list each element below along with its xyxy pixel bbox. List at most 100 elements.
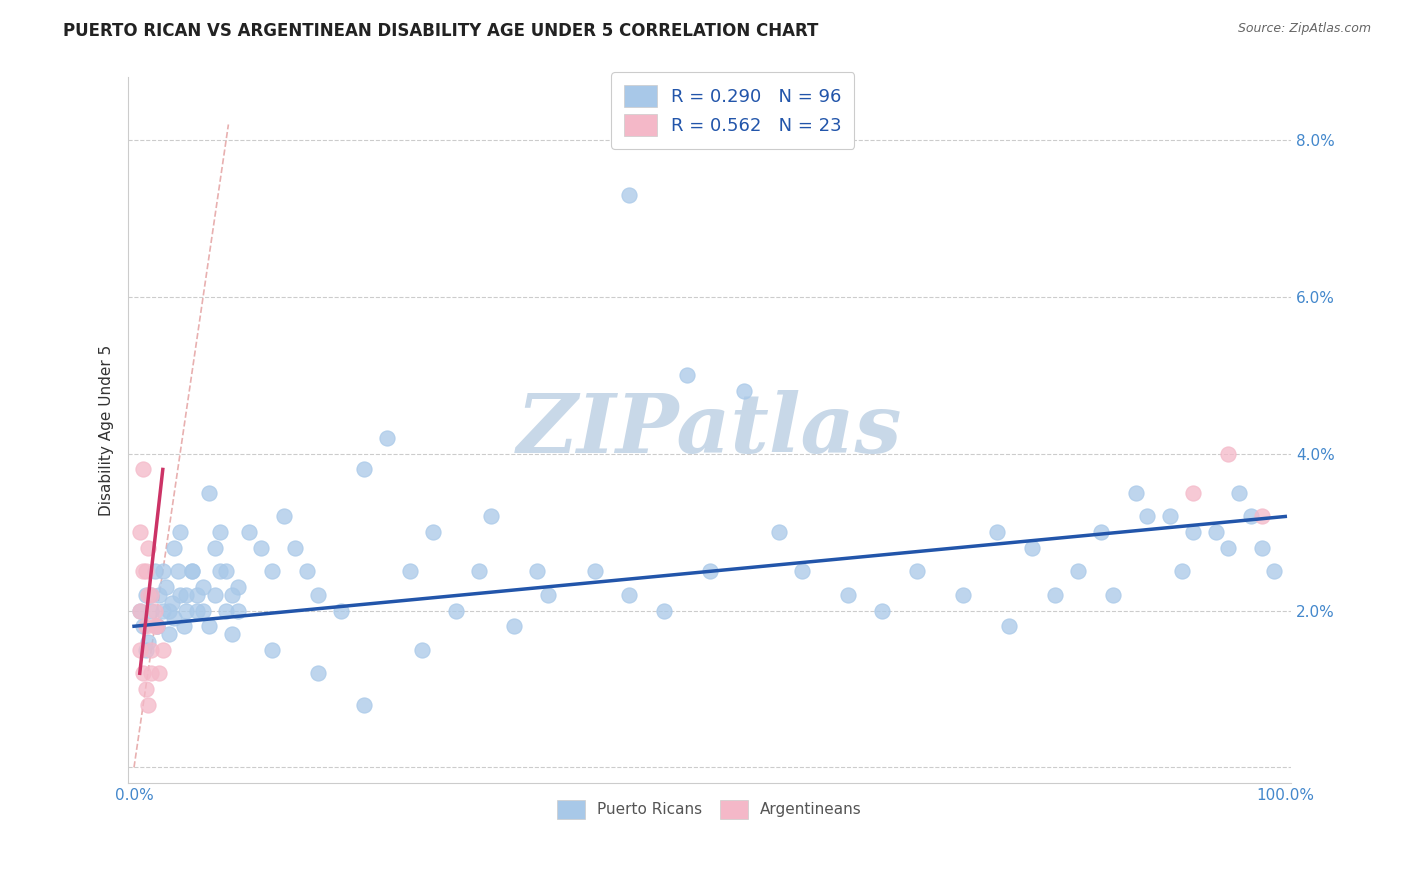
Point <box>128 603 150 617</box>
Point <box>157 627 180 641</box>
Point <box>155 580 177 594</box>
Point <box>166 565 188 579</box>
Point <box>128 642 150 657</box>
Point <box>1067 565 1090 579</box>
Point <box>141 603 163 617</box>
Point <box>143 603 166 617</box>
Point <box>837 588 859 602</box>
Point <box>152 603 174 617</box>
Point <box>446 603 468 617</box>
Point <box>537 588 560 602</box>
Point <box>675 368 697 383</box>
Point <box>134 681 156 696</box>
Point <box>1240 509 1263 524</box>
Point <box>952 588 974 602</box>
Point <box>468 565 491 579</box>
Point <box>226 603 249 617</box>
Point <box>132 462 155 476</box>
Point <box>146 619 169 633</box>
Point <box>134 565 156 579</box>
Point <box>262 565 284 579</box>
Point <box>136 635 159 649</box>
Point <box>186 588 208 602</box>
Point <box>204 588 226 602</box>
Point <box>503 619 526 633</box>
Point <box>307 666 329 681</box>
Point <box>330 603 353 617</box>
Point <box>132 666 155 681</box>
Point <box>169 525 191 540</box>
Point <box>262 642 284 657</box>
Point <box>148 666 170 681</box>
Point <box>1216 541 1239 555</box>
Point <box>174 603 197 617</box>
Point <box>180 565 202 579</box>
Point <box>1159 509 1181 524</box>
Point <box>191 580 214 594</box>
Point <box>174 588 197 602</box>
Point <box>198 619 221 633</box>
Point <box>198 486 221 500</box>
Point <box>146 619 169 633</box>
Point <box>411 642 433 657</box>
Text: PUERTO RICAN VS ARGENTINEAN DISABILITY AGE UNDER 5 CORRELATION CHART: PUERTO RICAN VS ARGENTINEAN DISABILITY A… <box>63 22 818 40</box>
Point <box>273 509 295 524</box>
Point <box>209 565 232 579</box>
Point <box>209 525 232 540</box>
Point <box>295 565 318 579</box>
Point <box>249 541 271 555</box>
Point <box>143 619 166 633</box>
Point <box>128 603 150 617</box>
Point <box>998 619 1021 633</box>
Point <box>353 698 375 712</box>
Point <box>1251 541 1274 555</box>
Y-axis label: Disability Age Under 5: Disability Age Under 5 <box>100 344 114 516</box>
Point <box>157 603 180 617</box>
Point <box>128 525 150 540</box>
Point <box>1205 525 1227 540</box>
Text: Source: ZipAtlas.com: Source: ZipAtlas.com <box>1237 22 1371 36</box>
Text: ZIPatlas: ZIPatlas <box>517 390 903 470</box>
Point <box>1216 447 1239 461</box>
Point <box>141 588 163 602</box>
Point <box>1090 525 1112 540</box>
Point <box>204 541 226 555</box>
Point <box>353 462 375 476</box>
Point <box>215 603 238 617</box>
Point <box>191 603 214 617</box>
Point <box>399 565 422 579</box>
Point <box>132 619 155 633</box>
Point <box>134 588 156 602</box>
Point <box>1101 588 1123 602</box>
Point <box>479 509 502 524</box>
Point <box>160 596 183 610</box>
Point <box>617 588 640 602</box>
Point <box>146 619 169 633</box>
Point <box>215 565 238 579</box>
Point <box>652 603 675 617</box>
Point <box>148 588 170 602</box>
Point <box>583 565 606 579</box>
Point <box>1043 588 1066 602</box>
Point <box>169 588 191 602</box>
Point <box>152 642 174 657</box>
Point <box>422 525 444 540</box>
Point <box>284 541 307 555</box>
Point <box>986 525 1008 540</box>
Point <box>238 525 260 540</box>
Point <box>141 666 163 681</box>
Point <box>132 565 155 579</box>
Point <box>143 565 166 579</box>
Point <box>905 565 928 579</box>
Point <box>1227 486 1250 500</box>
Point <box>141 642 163 657</box>
Point <box>173 619 195 633</box>
Point <box>221 627 243 641</box>
Point <box>152 565 174 579</box>
Point <box>699 565 721 579</box>
Point <box>307 588 329 602</box>
Point <box>1021 541 1043 555</box>
Point <box>375 431 398 445</box>
Point <box>768 525 790 540</box>
Point <box>1251 509 1274 524</box>
